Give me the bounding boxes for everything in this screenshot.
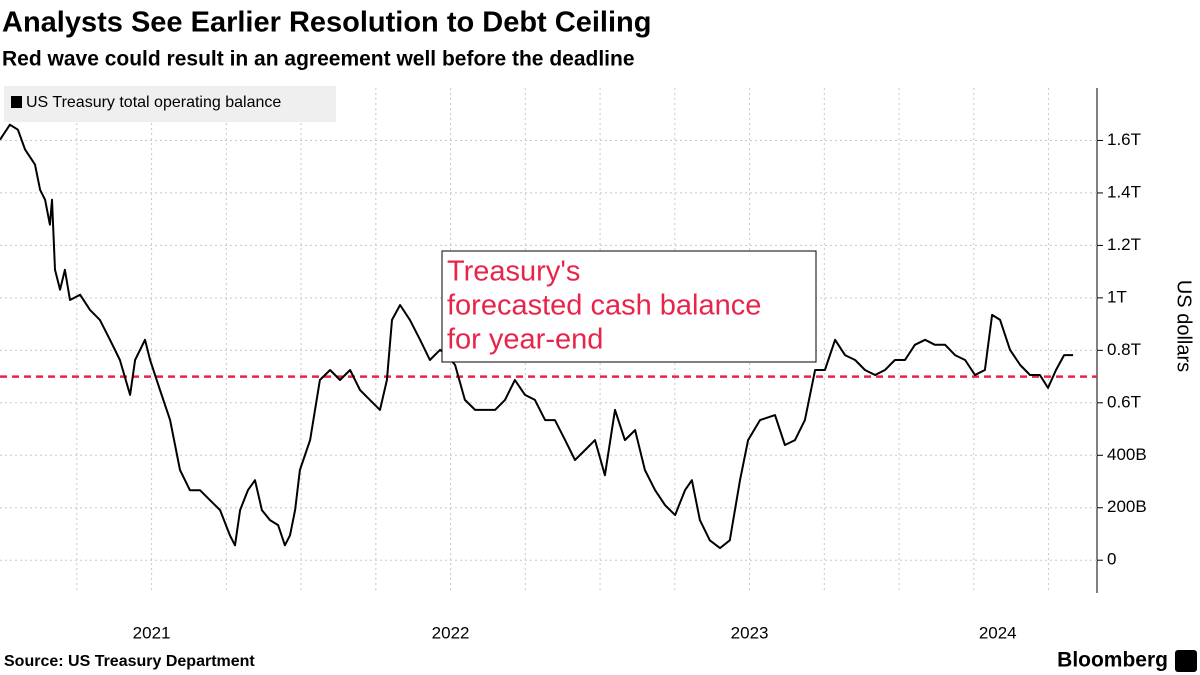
y-tick-label: 0.6T xyxy=(1107,392,1141,411)
annotation-text: forecasted cash balance xyxy=(447,290,761,322)
chart-title: Analysts See Earlier Resolution to Debt … xyxy=(2,7,651,39)
annotation-box xyxy=(441,250,817,363)
data-line xyxy=(0,123,1074,550)
x-tick-label: 2023 xyxy=(731,623,769,642)
y-tick-label: 400B xyxy=(1107,445,1147,464)
chart-subtitle: Red wave could result in an agreement we… xyxy=(2,48,635,71)
y-tick-label: 1T xyxy=(1107,287,1127,306)
legend-swatch xyxy=(11,96,22,108)
brand-icon xyxy=(1175,650,1197,672)
brand: Bloomberg xyxy=(1057,649,1168,672)
annotation-text: Treasury's xyxy=(447,256,580,288)
y-tick-label: 1.4T xyxy=(1107,182,1141,201)
x-tick-label: 2021 xyxy=(133,623,171,642)
y-tick-label: 1.2T xyxy=(1107,235,1141,254)
annotation-text: for year-end xyxy=(447,324,603,356)
legend-box xyxy=(4,86,336,122)
x-tick-label: 2024 xyxy=(979,623,1017,642)
source: Source: US Treasury Department xyxy=(4,653,255,670)
y-tick-label: 200B xyxy=(1107,497,1147,516)
x-tick-label: 2022 xyxy=(432,623,470,642)
y-tick-label: 1.6T xyxy=(1107,130,1141,149)
y-tick-label: 0.8T xyxy=(1107,340,1141,359)
legend-label: US Treasury total operating balance xyxy=(26,94,281,111)
y-tick-label: 0 xyxy=(1107,550,1116,569)
y-axis-label: US dollars xyxy=(1173,280,1195,372)
